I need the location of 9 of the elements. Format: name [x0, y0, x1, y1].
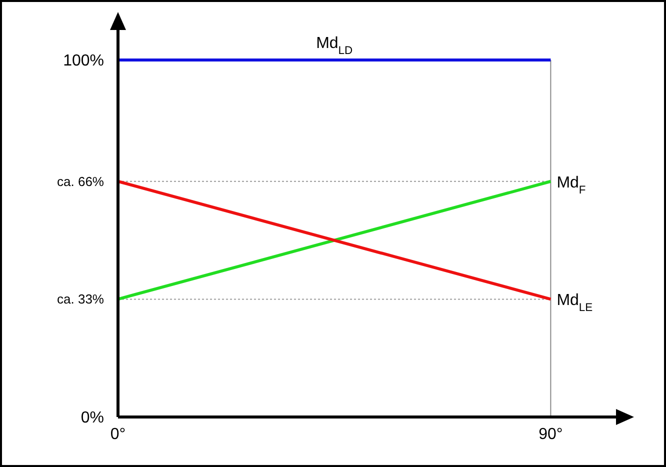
- series-label: Md$_{LE}$: [556, 292, 593, 314]
- x-tick-label: 0°: [110, 426, 126, 443]
- y-tick-label: ca. 66%: [57, 174, 104, 189]
- y-tick-label: ca. 33%: [57, 292, 104, 307]
- x-tick-label: 90°: [538, 426, 563, 443]
- series-label: Md$_{LD}$: [316, 35, 353, 57]
- y-tick-label: 0%: [80, 410, 104, 427]
- series-label: Md$_{F}$: [556, 174, 586, 196]
- y-tick-label: 100%: [63, 52, 104, 70]
